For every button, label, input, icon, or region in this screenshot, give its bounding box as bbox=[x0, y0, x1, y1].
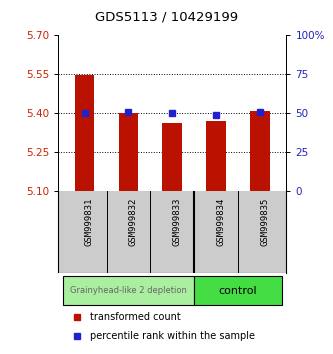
Bar bbox=[250, 111, 270, 191]
Bar bbox=[206, 121, 226, 191]
Text: GSM999831: GSM999831 bbox=[85, 198, 94, 246]
Text: percentile rank within the sample: percentile rank within the sample bbox=[90, 331, 255, 341]
Text: GDS5113 / 10429199: GDS5113 / 10429199 bbox=[95, 10, 238, 23]
Bar bbox=[119, 113, 138, 191]
Bar bbox=[63, 276, 194, 305]
Text: GSM999834: GSM999834 bbox=[216, 198, 225, 246]
Text: control: control bbox=[219, 286, 257, 296]
Bar bbox=[75, 75, 95, 191]
Bar bbox=[194, 276, 282, 305]
Text: GSM999833: GSM999833 bbox=[172, 198, 181, 246]
Bar bbox=[163, 123, 182, 191]
Text: GSM999835: GSM999835 bbox=[260, 198, 269, 246]
Text: Grainyhead-like 2 depletion: Grainyhead-like 2 depletion bbox=[70, 286, 187, 295]
Text: GSM999832: GSM999832 bbox=[129, 198, 138, 246]
Text: transformed count: transformed count bbox=[90, 312, 181, 321]
